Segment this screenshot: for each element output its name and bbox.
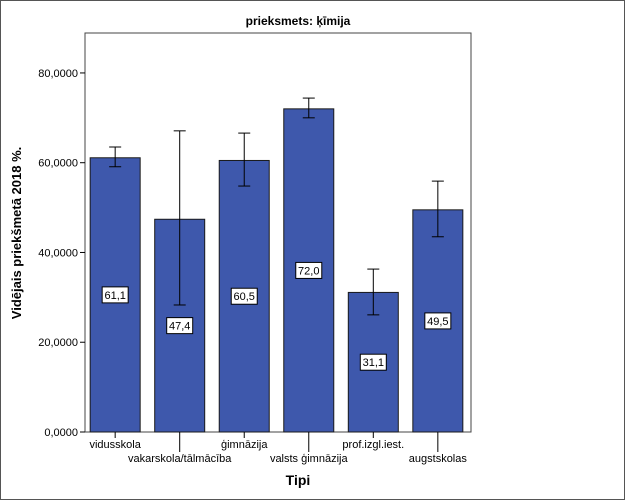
x-tick-label: augstskolas [409, 453, 468, 465]
data-label-box [424, 312, 452, 330]
y-tick-label: 40,0000 [38, 247, 78, 259]
data-label-box [359, 353, 387, 371]
data-label-box [230, 287, 258, 305]
data-label: 60,5 [234, 291, 255, 303]
x-tick-label: prof.izgl.iest. [342, 439, 404, 451]
x-tick-label: valsts ģimnāzija [270, 452, 349, 465]
bars: 61,1 47,4 60,5 72,0 31,1 49,5 [89, 97, 464, 433]
data-label: 61,1 [104, 290, 125, 302]
x-axis: vidusskola vakarskola/tālmācība ģimnāzijav… [89, 432, 467, 465]
y-tick-label: 60,0000 [38, 158, 78, 170]
data-label: 72,0 [298, 265, 319, 277]
data-label-box [101, 286, 129, 304]
x-tick-label: vidusskola [89, 439, 141, 451]
data-label: 47,4 [169, 321, 190, 333]
y-axis: 0,0000 20,0000 40,0000 60,0000 80,0000 [38, 68, 85, 439]
y-tick-label: 0,0000 [44, 427, 78, 439]
chart-title: prieksmets: ķīmija [246, 14, 351, 28]
data-label: 31,1 [363, 357, 384, 369]
y-tick-label: 20,0000 [38, 337, 78, 349]
x-tick-label: ģimnāzija [221, 438, 268, 451]
plot-area [84, 32, 472, 433]
x-axis-label: Tipi [286, 472, 311, 488]
y-tick-label: 80,0000 [38, 68, 78, 80]
data-label-box [166, 317, 194, 335]
x-tick-label: vakarskola/tālmācība [128, 453, 232, 465]
data-label: 49,5 [427, 316, 448, 328]
data-label-box [295, 261, 323, 279]
y-axis-label: Vidējais priekšmetā 2018 %. [9, 147, 24, 319]
